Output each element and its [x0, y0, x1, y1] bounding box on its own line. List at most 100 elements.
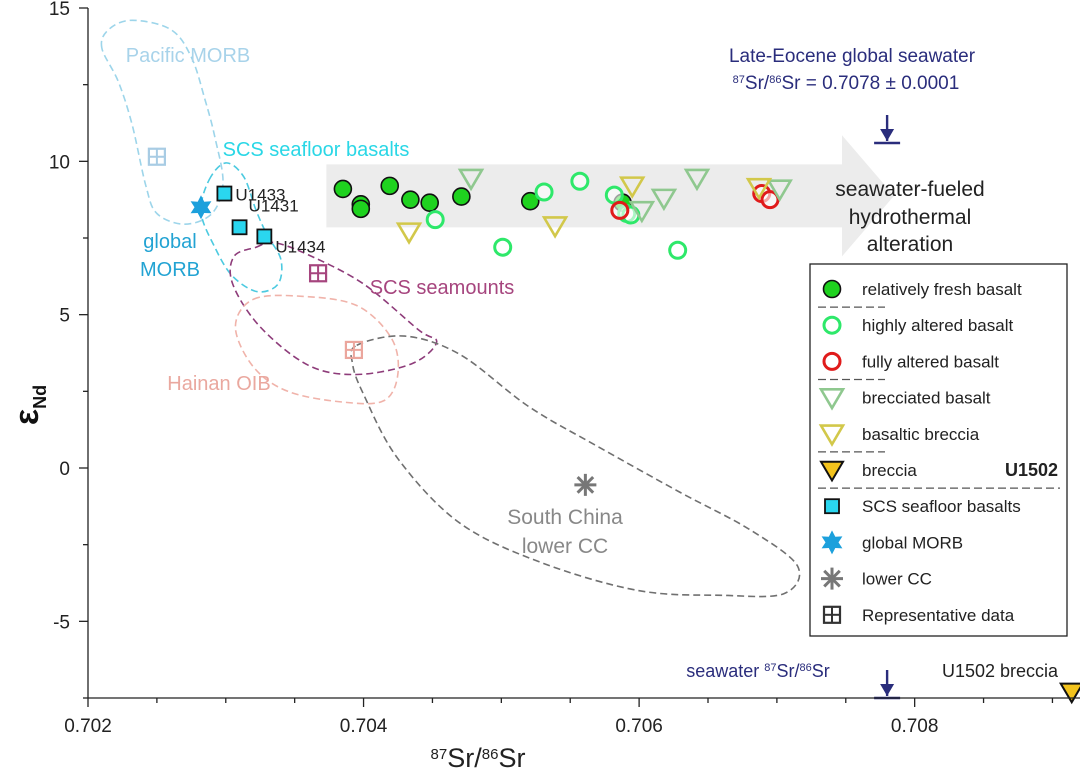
seawater-arrow-head	[880, 129, 895, 141]
legend-item-fully-altered-basalt: fully altered basalt	[822, 351, 999, 371]
y-tick-label: -5	[53, 612, 70, 633]
legend-group-label: U1502	[1005, 460, 1058, 480]
legend-item-lower-cc: lower CC	[821, 567, 932, 590]
legend-marker	[822, 279, 842, 299]
legend-item-breccia: breccia	[819, 460, 917, 483]
x-tick-label: 0.708	[891, 716, 939, 737]
seawater-arrow-head	[880, 684, 895, 696]
y-tick-label: 15	[49, 0, 70, 20]
legend-marker	[822, 605, 842, 624]
seawater-marker-top	[874, 115, 901, 145]
point-brecciated-basalt	[650, 188, 678, 212]
seawater-bottom-sup1: 87	[764, 662, 776, 674]
seawater-bottom-word: seawater	[686, 661, 764, 681]
point-basaltic-breccia	[745, 177, 773, 201]
y-tick-label: 10	[49, 152, 70, 173]
legend-marker	[818, 424, 846, 447]
seawater-bottom-sr1: Sr/	[777, 661, 800, 681]
y-axis-title-epsilon: ε	[8, 409, 46, 425]
point-highly-altered-basalt	[570, 171, 590, 191]
point-relatively-fresh-basalt	[420, 193, 439, 213]
point-fully-altered-basalt	[610, 200, 630, 220]
point-brecciated-basalt	[766, 179, 793, 202]
x-axis-title: 87Sr/86Sr	[431, 743, 526, 773]
seawater-marker-bottom	[874, 670, 901, 700]
axis-ticks: 0.702 0.704 0.706 0.708 15 10 5 0 -5	[49, 0, 1054, 737]
point-relatively-fresh-basalt	[380, 176, 400, 196]
field-outline-hainan-oib	[234, 294, 400, 405]
scs-seafloor-point	[231, 219, 248, 236]
pacific-morb-label: Pacific MORB	[126, 45, 250, 67]
legend-item-representative-data: Representative data	[822, 605, 1015, 625]
scs-seafloor-basalts-label: SCS seafloor basalts	[223, 139, 410, 161]
global-morb-label-line2: MORB	[140, 259, 200, 281]
x-tick-label: 0.702	[64, 716, 112, 737]
sample-label-u1431: U1431	[249, 196, 299, 215]
global-morb-label-line1: global	[143, 231, 196, 253]
field-outline-pacific-morb	[100, 19, 224, 226]
svg-text:εNd: εNd	[8, 385, 50, 425]
point-highly-altered-basalt	[668, 240, 688, 260]
x-axis-title-sup: 87	[431, 746, 448, 763]
asterisk-stroke	[576, 476, 595, 494]
representative-point	[344, 340, 364, 360]
x-axis-title-end: Sr	[498, 743, 525, 773]
point-basaltic-breccia	[541, 216, 569, 239]
point-highly-altered-basalt	[534, 182, 554, 202]
legend-label: relatively fresh basalt	[862, 280, 1022, 299]
scs-seamounts-label: SCS seamounts	[370, 277, 515, 299]
point-basaltic-breccia	[618, 176, 646, 199]
field-outline-scs-seamounts	[229, 241, 438, 376]
legend-label: basaltic breccia	[862, 425, 980, 444]
point-relatively-fresh-basalt	[520, 191, 540, 211]
x-tick-label: 0.704	[340, 716, 388, 737]
point-relatively-fresh-basalt	[333, 179, 353, 199]
legend-marker	[822, 351, 842, 371]
point-highly-altered-basalt	[493, 237, 513, 257]
legend-item-relatively-fresh-basalt: relatively fresh basalt	[822, 279, 1022, 299]
late-eocene-sup2: 86	[769, 74, 781, 86]
x-axis-title-sr: Sr/	[447, 743, 482, 773]
legend-marker	[824, 498, 840, 515]
data-points	[147, 147, 1080, 705]
legend-label: lower CC	[862, 570, 932, 589]
scs-seafloor-point	[216, 185, 233, 202]
legend-label: fully altered basalt	[862, 352, 999, 371]
y-tick-label: 0	[59, 459, 70, 480]
south-china-label-line2: lower CC	[522, 535, 608, 558]
y-tick-label: 5	[59, 306, 70, 327]
legend-label: SCS seafloor basalts	[862, 497, 1021, 516]
point-relatively-fresh-basalt	[452, 187, 471, 206]
legend-item-global-morb: global MORB	[821, 530, 963, 555]
south-china-label-line1: South China	[507, 506, 623, 529]
point-brecciated-basalt	[683, 168, 711, 192]
legend-box	[809, 263, 1068, 637]
late-eocene-sr1: Sr/	[745, 73, 770, 94]
legend-label: highly altered basalt	[862, 316, 1013, 335]
legend-marker	[821, 567, 843, 590]
legend-item-basaltic-breccia: basaltic breccia	[818, 424, 980, 447]
point-brecciated-basalt	[457, 168, 485, 192]
representative-point	[147, 147, 166, 166]
legend-label: brecciated basalt	[862, 389, 991, 408]
legend-item-brecciated-basalt: brecciated basalt	[818, 388, 991, 411]
hainan-oib-label: Hainan OIB	[167, 373, 270, 395]
field-outline-south-china-lower-cc	[350, 335, 801, 598]
arrow-label-line2: hydrothermal	[849, 206, 972, 229]
scs-seafloor-point	[256, 228, 273, 245]
x-axis-title-sup2: 86	[482, 746, 499, 763]
point-brecciated-basalt	[628, 200, 656, 224]
lower-cc-point	[574, 473, 597, 496]
late-eocene-label-line2: 87Sr/86Sr = 0.7078 ± 0.0001	[733, 73, 960, 94]
point-relatively-fresh-basalt	[351, 199, 371, 219]
y-axis-title-sub: Nd	[30, 385, 50, 409]
legend-label: global MORB	[862, 533, 963, 552]
sample-label-u1433: U1433	[235, 186, 285, 205]
global-morb-point	[190, 195, 212, 220]
legend-label: Representative data	[862, 606, 1015, 625]
point-highly-altered-basalt	[425, 210, 445, 230]
legend-marker	[819, 460, 845, 483]
late-eocene-label-line1: Late-Eocene global seawater	[729, 46, 976, 67]
point-breccia	[1058, 682, 1080, 705]
